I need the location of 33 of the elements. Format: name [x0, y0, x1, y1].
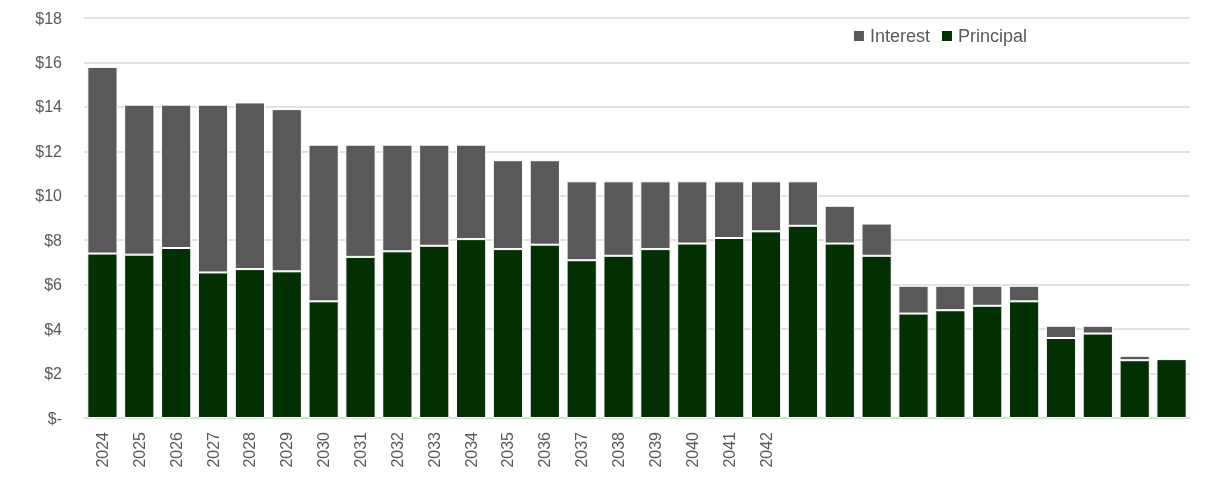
x-tick-label: 2041: [720, 431, 738, 468]
x-tick-label: 2028: [241, 431, 259, 468]
x-tick-label: 2036: [536, 431, 554, 468]
x-tick-label: 2039: [646, 431, 664, 468]
y-tick-label: $6: [44, 276, 63, 294]
bar: [1156, 359, 1187, 418]
x-tick-label: 2033: [425, 431, 443, 468]
x-tick-label: 2040: [683, 431, 701, 468]
x-tick-label: 2024: [93, 431, 111, 468]
y-tick-label: $2: [44, 365, 63, 383]
y-tick-label: $10: [35, 187, 63, 205]
x-tick-label: 2027: [204, 431, 222, 468]
x-tick-label: 2029: [278, 431, 296, 468]
x-tick-label: 2042: [757, 431, 775, 468]
legend-label: Interest: [869, 26, 930, 46]
x-tick-label: 2026: [167, 431, 185, 468]
x-tick-label: 2038: [610, 431, 628, 468]
y-tick-label: $16: [35, 53, 63, 71]
y-tick-label: $14: [35, 98, 63, 116]
x-tick-label: 2030: [315, 431, 333, 468]
x-tick-label: 2025: [130, 431, 148, 468]
x-tick-label: 2031: [352, 431, 369, 468]
x-tick-label: 2037: [573, 431, 591, 468]
bar: [1119, 360, 1150, 418]
y-tick-label: $18: [35, 9, 63, 27]
x-tick-label: 2034: [462, 431, 480, 468]
x-tick-label: 2032: [388, 431, 406, 468]
y-tick-label: $-: [47, 409, 62, 427]
x-tick-label: 2035: [499, 431, 517, 468]
y-tick-label: $8: [44, 231, 63, 249]
y-tick-label: $12: [35, 142, 63, 160]
legend-label: Principal: [957, 26, 1027, 46]
y-tick-label: $4: [44, 320, 63, 338]
